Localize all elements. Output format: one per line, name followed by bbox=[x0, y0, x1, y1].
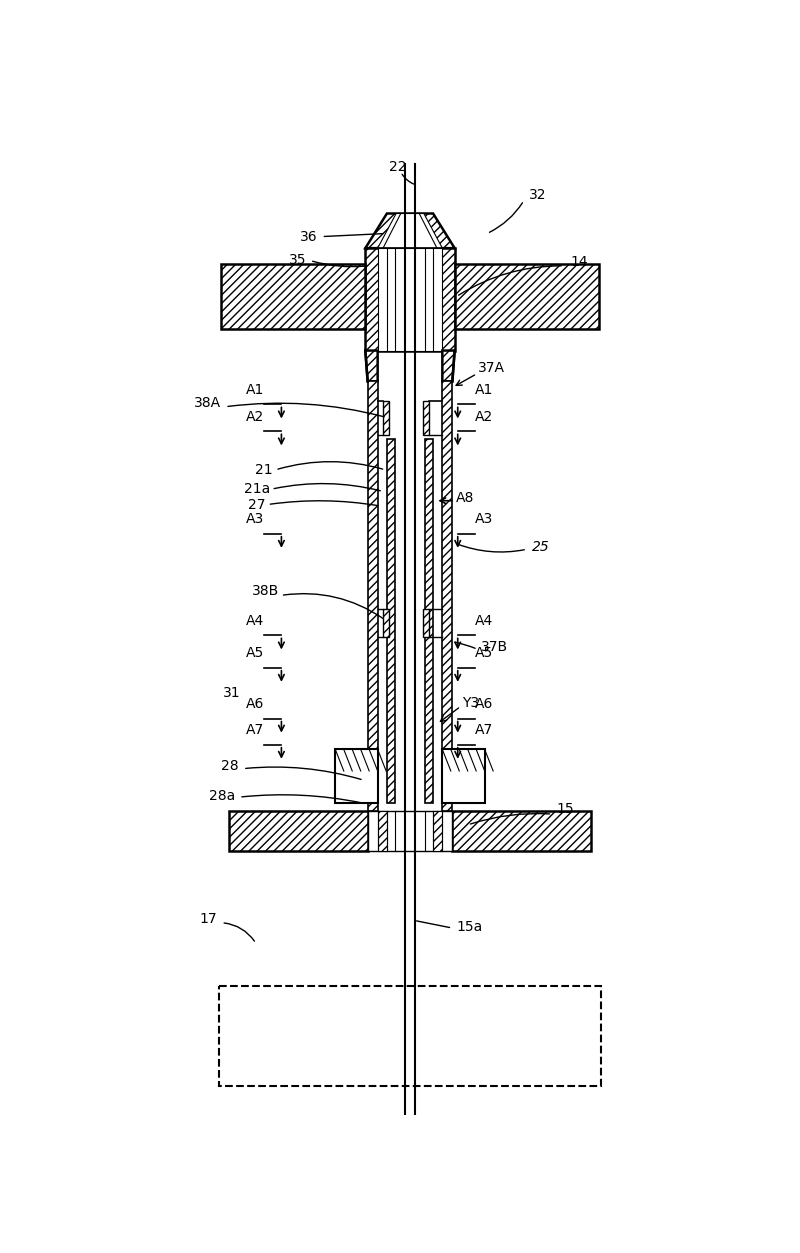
Bar bbox=[378, 811, 387, 851]
Bar bbox=[442, 381, 452, 811]
Text: 37B: 37B bbox=[481, 640, 508, 654]
Text: A4: A4 bbox=[246, 614, 265, 628]
Bar bbox=[368, 811, 452, 851]
Text: A6: A6 bbox=[474, 697, 493, 710]
Text: 14: 14 bbox=[570, 256, 588, 269]
Text: A7: A7 bbox=[474, 723, 493, 737]
Text: 35: 35 bbox=[289, 253, 306, 267]
Text: A1: A1 bbox=[246, 382, 265, 397]
Bar bbox=[452, 811, 591, 851]
Text: A8: A8 bbox=[456, 491, 474, 505]
Text: A4: A4 bbox=[474, 614, 493, 628]
Text: 27: 27 bbox=[248, 497, 266, 511]
Bar bbox=[229, 811, 368, 851]
Text: 21: 21 bbox=[255, 462, 273, 477]
Text: A7: A7 bbox=[246, 723, 265, 737]
Text: Y3: Y3 bbox=[462, 697, 479, 710]
Text: 25: 25 bbox=[532, 540, 550, 554]
Polygon shape bbox=[366, 351, 378, 381]
Text: 22: 22 bbox=[389, 160, 406, 174]
Text: 21a: 21a bbox=[244, 482, 270, 496]
Text: 15a: 15a bbox=[456, 920, 482, 933]
Text: A2: A2 bbox=[246, 410, 265, 424]
Text: A6: A6 bbox=[246, 697, 265, 710]
Text: 36: 36 bbox=[300, 229, 318, 243]
Bar bbox=[387, 439, 394, 803]
Polygon shape bbox=[378, 213, 442, 248]
Text: A3: A3 bbox=[474, 512, 493, 526]
Bar bbox=[423, 609, 430, 637]
Polygon shape bbox=[442, 351, 454, 381]
Bar bbox=[368, 381, 378, 811]
Text: 15: 15 bbox=[556, 802, 574, 816]
Bar bbox=[442, 749, 485, 803]
Text: A5: A5 bbox=[246, 647, 265, 660]
Text: 38A: 38A bbox=[194, 396, 222, 410]
Text: A2: A2 bbox=[474, 410, 493, 424]
Text: 37A: 37A bbox=[478, 361, 505, 375]
Text: 28a: 28a bbox=[209, 788, 235, 803]
Text: A5: A5 bbox=[474, 647, 493, 660]
Text: A1: A1 bbox=[474, 382, 493, 397]
Text: 28: 28 bbox=[222, 759, 239, 773]
Bar bbox=[423, 401, 430, 435]
Polygon shape bbox=[366, 213, 454, 248]
Text: 38B: 38B bbox=[252, 584, 279, 598]
Bar bbox=[426, 439, 433, 803]
Bar bbox=[222, 264, 366, 330]
Bar bbox=[383, 609, 390, 637]
Text: 17: 17 bbox=[200, 912, 218, 926]
Bar bbox=[383, 401, 390, 435]
Text: 32: 32 bbox=[530, 188, 547, 202]
Bar bbox=[366, 248, 454, 351]
Bar bbox=[454, 264, 598, 330]
Text: 31: 31 bbox=[223, 687, 241, 700]
Bar bbox=[378, 248, 442, 351]
Text: A3: A3 bbox=[246, 512, 265, 526]
Bar bbox=[219, 986, 601, 1086]
Bar bbox=[335, 749, 378, 803]
Bar bbox=[433, 811, 442, 851]
